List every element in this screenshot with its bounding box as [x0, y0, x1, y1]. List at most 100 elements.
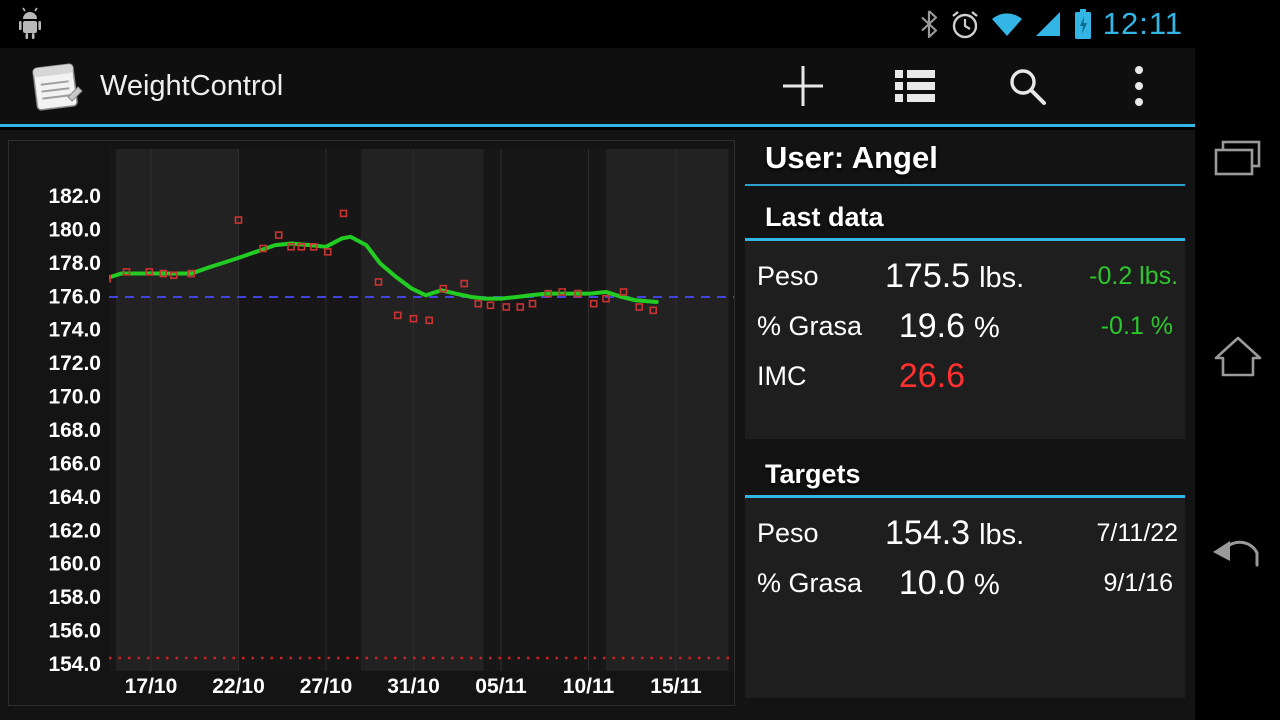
metric-delta: -0.1 %	[1100, 311, 1173, 340]
measurement-point	[425, 316, 434, 325]
measurement-point	[589, 299, 598, 308]
metric-delta: -0.2 lbs.	[1089, 261, 1179, 290]
measurement-point	[486, 301, 495, 310]
x-axis-label: 15/11	[650, 675, 702, 698]
y-axis-label: 182.0	[48, 185, 101, 208]
metric-value: 19.6 %	[885, 307, 1035, 346]
x-axis-label: 10/11	[563, 675, 615, 698]
search-icon	[1010, 69, 1046, 105]
y-axis-label: 174.0	[48, 319, 101, 342]
measurement-point	[374, 278, 383, 286]
add-entry-button[interactable]	[747, 48, 859, 124]
y-axis-label: 176.0	[48, 285, 101, 308]
target-row-peso: Peso 154.3 lbs. 7/11/22	[757, 508, 1178, 558]
weight-chart[interactable]: 182.0 180.0 178.0 176.0 174.0 172.0 170.0 168.0…	[9, 141, 734, 705]
divider	[745, 238, 1185, 241]
measurement-point	[502, 303, 511, 311]
y-axis-label: 172.0	[48, 352, 101, 375]
status-bar: 12:11	[0, 0, 1195, 48]
content-area: 182.0 180.0 178.0 176.0 174.0 172.0 170.0 168.0…	[0, 130, 1195, 720]
measurement-point	[439, 284, 448, 293]
weight-trend	[109, 234, 659, 304]
measurement-point	[460, 279, 469, 288]
metric-unit: %	[974, 311, 1000, 344]
metric-unit: %	[974, 568, 1000, 601]
home-button[interactable]	[1206, 328, 1270, 384]
metric-value: 10.0 %	[885, 564, 1035, 603]
alarm-icon	[951, 11, 978, 39]
y-axis-label: 168.0	[48, 419, 101, 442]
overflow-menu-icon	[1135, 66, 1143, 106]
battery-icon	[1074, 9, 1091, 39]
measurement-point	[558, 288, 567, 296]
x-axis-label: 05/11	[475, 675, 527, 698]
metric-number: 154.3	[885, 513, 971, 552]
measurement-point	[259, 244, 267, 253]
y-axis-label: 154.0	[48, 653, 101, 676]
metric-value: 26.6	[885, 357, 1035, 396]
y-axis-label: 170.0	[48, 386, 101, 409]
targets-card: Peso 154.3 lbs. 7/11/22 % Grasa 10.0 % 9…	[745, 498, 1185, 698]
app-icon	[32, 63, 83, 111]
target-row-grasa: % Grasa 10.0 % 9/1/16	[757, 558, 1173, 608]
measurement-point	[297, 243, 306, 251]
metric-number: 175.5	[885, 256, 971, 295]
y-axis-label: 158.0	[48, 586, 101, 609]
metric-number: 10.0	[898, 563, 965, 602]
measurement-point	[574, 289, 582, 298]
search-button[interactable]	[971, 48, 1083, 124]
y-axis-label: 160.0	[48, 553, 101, 576]
target-date: 7/11/22	[1096, 518, 1179, 547]
measurement-point	[234, 216, 243, 224]
measurement-point	[602, 294, 610, 303]
divider	[745, 495, 1185, 498]
recent-apps-icon	[1214, 140, 1260, 176]
measurement-point	[159, 269, 168, 278]
week-band	[116, 149, 239, 671]
measurement-point	[109, 274, 112, 283]
measurement-point	[544, 289, 553, 298]
wifi-icon	[991, 13, 1022, 36]
overflow-menu-button[interactable]	[1083, 48, 1195, 124]
measurement-point	[323, 248, 332, 256]
back-button[interactable]	[1206, 526, 1270, 582]
measurement-point	[145, 268, 154, 276]
measurement-point	[635, 303, 644, 311]
user-header: User: Angel	[765, 140, 938, 175]
x-axis-label: 31/10	[387, 675, 440, 698]
metric-unit: lbs.	[979, 261, 1025, 294]
weight-chart-panel[interactable]: 182.0 180.0 178.0 176.0 174.0 172.0 170.0 168.0…	[8, 140, 735, 706]
metric-unit: lbs.	[979, 518, 1025, 551]
y-axis-label: 162.0	[48, 519, 101, 542]
recent-apps-button[interactable]	[1206, 130, 1270, 186]
metric-number: 26.6	[898, 356, 965, 395]
measurement-point	[309, 243, 318, 251]
measurement-point	[274, 231, 283, 239]
measurement-point	[619, 288, 628, 296]
list-view-button[interactable]	[859, 48, 971, 124]
y-axis-label: 180.0	[48, 218, 101, 241]
action-bar-actions	[747, 48, 1195, 124]
side-panel: User: Angel Last data Peso 175.5 lbs. -0…	[745, 130, 1185, 720]
x-axis-label: 17/10	[125, 675, 178, 698]
last-data-row-peso: Peso 175.5 lbs. -0.2 lbs.	[757, 251, 1178, 301]
metric-label: Peso	[757, 260, 819, 291]
status-time: 12:11	[1102, 6, 1183, 41]
measurement-point	[187, 269, 196, 278]
last-data-card: Peso 175.5 lbs. -0.2 lbs. % Grasa 19.6 %…	[745, 241, 1185, 439]
home-icon	[1214, 336, 1261, 377]
y-axis-label: 164.0	[48, 486, 101, 509]
y-axis-label: 156.0	[48, 620, 101, 643]
measurement-point	[474, 299, 483, 308]
y-axis-label: 178.0	[48, 252, 101, 275]
measurement-point	[649, 306, 658, 315]
metric-number: 19.6	[898, 306, 965, 345]
measurement-point	[409, 314, 418, 323]
metric-label: IMC	[757, 360, 807, 391]
divider	[745, 184, 1185, 186]
bluetooth-icon	[920, 10, 937, 39]
app-title: WeightControl	[100, 69, 284, 102]
target-date: 9/1/16	[1103, 568, 1173, 597]
measurement-point	[393, 311, 402, 320]
